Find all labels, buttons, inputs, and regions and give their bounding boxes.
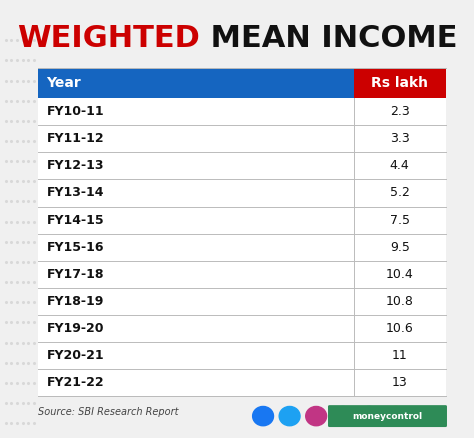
Text: MEAN INCOME: MEAN INCOME	[200, 24, 457, 53]
Text: Source: SBI Research Report: Source: SBI Research Report	[38, 407, 178, 417]
Circle shape	[306, 406, 327, 426]
Text: 7.5: 7.5	[390, 214, 410, 226]
Circle shape	[359, 406, 380, 426]
Text: 4.4: 4.4	[390, 159, 410, 172]
Circle shape	[279, 406, 300, 426]
Text: Rs lakh: Rs lakh	[371, 76, 428, 90]
FancyBboxPatch shape	[328, 405, 447, 427]
FancyBboxPatch shape	[38, 68, 446, 396]
Circle shape	[385, 406, 406, 426]
Text: WEIGHTED: WEIGHTED	[17, 24, 200, 53]
Text: FY20-21: FY20-21	[46, 349, 104, 362]
Text: 10.4: 10.4	[386, 268, 414, 281]
Text: 2.3: 2.3	[390, 105, 410, 118]
Text: FY11-12: FY11-12	[46, 132, 104, 145]
Text: 3.3: 3.3	[390, 132, 410, 145]
Text: FY17-18: FY17-18	[46, 268, 104, 281]
Text: 10.6: 10.6	[386, 322, 414, 335]
Text: FY12-13: FY12-13	[46, 159, 104, 172]
FancyBboxPatch shape	[38, 68, 354, 98]
Text: 5.2: 5.2	[390, 187, 410, 199]
Text: 9.5: 9.5	[390, 241, 410, 254]
Text: moneycontrol: moneycontrol	[353, 412, 422, 420]
Text: FY21-22: FY21-22	[46, 376, 104, 389]
Text: FY10-11: FY10-11	[46, 105, 104, 118]
Text: FY14-15: FY14-15	[46, 214, 104, 226]
Circle shape	[253, 406, 273, 426]
Text: Year: Year	[46, 76, 81, 90]
Text: FY18-19: FY18-19	[46, 295, 104, 308]
Text: FY13-14: FY13-14	[46, 187, 104, 199]
Text: 11: 11	[392, 349, 408, 362]
FancyBboxPatch shape	[354, 68, 446, 98]
Text: FY19-20: FY19-20	[46, 322, 104, 335]
Text: FY15-16: FY15-16	[46, 241, 104, 254]
Text: 10.8: 10.8	[386, 295, 414, 308]
Text: 13: 13	[392, 376, 408, 389]
Circle shape	[332, 406, 353, 426]
